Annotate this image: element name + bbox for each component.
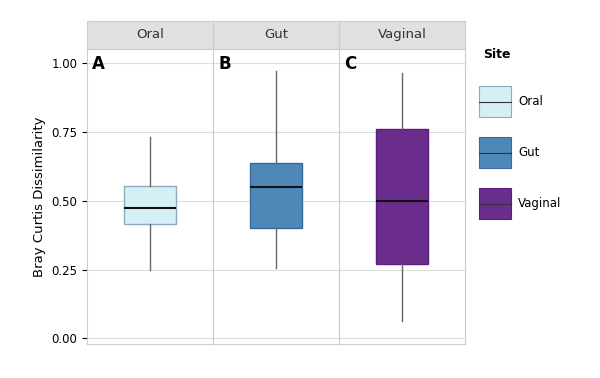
Text: Vaginal: Vaginal: [377, 28, 427, 42]
Text: Vaginal: Vaginal: [518, 197, 562, 210]
PathPatch shape: [250, 163, 302, 228]
Text: Gut: Gut: [264, 28, 288, 42]
Text: C: C: [344, 55, 356, 73]
Text: Gut: Gut: [518, 146, 539, 159]
Text: Oral: Oral: [518, 95, 543, 108]
Text: B: B: [218, 55, 230, 73]
PathPatch shape: [124, 186, 176, 224]
Y-axis label: Bray Curtis Dissimilarity: Bray Curtis Dissimilarity: [33, 116, 46, 277]
Text: Oral: Oral: [136, 28, 164, 42]
Text: Site: Site: [482, 48, 510, 61]
PathPatch shape: [376, 129, 428, 264]
Text: A: A: [92, 55, 105, 73]
